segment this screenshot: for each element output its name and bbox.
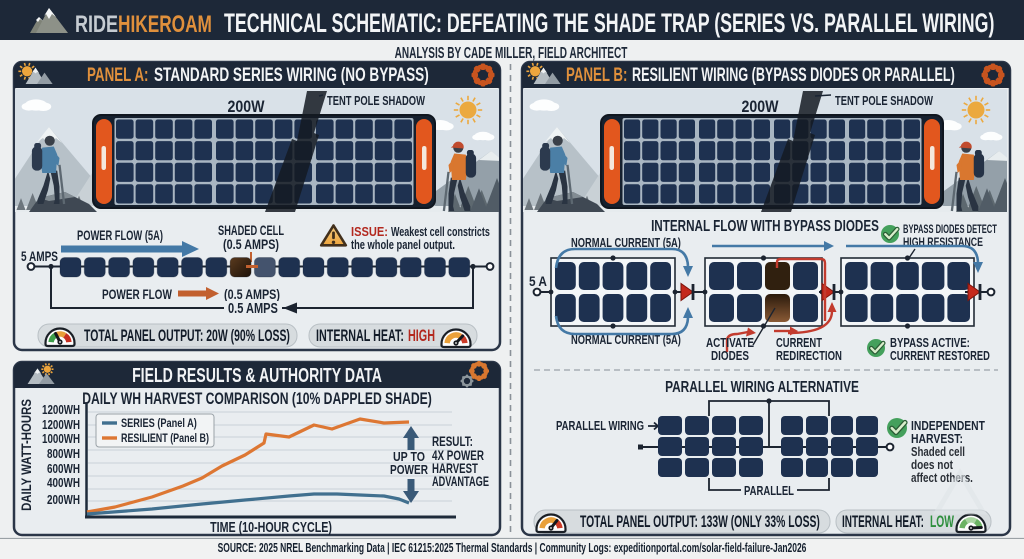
svg-text:RESULT:: RESULT: bbox=[432, 433, 473, 449]
svg-text:POWER FLOW (5A): POWER FLOW (5A) bbox=[77, 228, 163, 243]
svg-text:CURRENT: CURRENT bbox=[776, 337, 822, 351]
svg-text:FIELD RESULTS & AUTHORITY DATA: FIELD RESULTS & AUTHORITY DATA bbox=[132, 364, 382, 387]
svg-text:1000WH: 1000WH bbox=[42, 433, 80, 446]
svg-text:CURRENT RESTORED: CURRENT RESTORED bbox=[890, 350, 990, 364]
svg-text:RESILIENT (Panel B): RESILIENT (Panel B) bbox=[121, 433, 209, 445]
svg-text:HIGH: HIGH bbox=[408, 327, 435, 346]
svg-text:RIDE: RIDE bbox=[75, 12, 118, 38]
svg-text:NORMAL CURRENT (5A): NORMAL CURRENT (5A) bbox=[571, 237, 681, 251]
svg-text:UP TO: UP TO bbox=[393, 449, 425, 464]
svg-text:200W: 200W bbox=[742, 98, 779, 116]
svg-text:DAILY WH HARVEST COMPARISON (1: DAILY WH HARVEST COMPARISON (10% DAPPLED… bbox=[82, 390, 432, 408]
svg-text:PARALLEL WIRING ALTERNATIVE: PARALLEL WIRING ALTERNATIVE bbox=[665, 377, 859, 395]
svg-text:POWER FLOW: POWER FLOW bbox=[102, 286, 173, 302]
svg-text:HIKEROAM: HIKEROAM bbox=[118, 11, 212, 37]
svg-text:LOW: LOW bbox=[930, 511, 955, 530]
svg-text:TOTAL PANEL OUTPUT: 20W (90% L: TOTAL PANEL OUTPUT: 20W (90% LOSS) bbox=[84, 325, 290, 344]
svg-text:INDEPENDENT: INDEPENDENT bbox=[911, 420, 985, 433]
svg-text:PANEL A:: PANEL A: bbox=[87, 65, 148, 86]
svg-text:SHADED CELL: SHADED CELL bbox=[218, 225, 284, 239]
svg-text:Shaded cell: Shaded cell bbox=[911, 446, 965, 459]
svg-text:POWER: POWER bbox=[390, 463, 428, 478]
svg-text:INTERNAL FLOW WITH BYPASS DIOD: INTERNAL FLOW WITH BYPASS DIODES bbox=[651, 216, 879, 234]
svg-text:600WH: 600WH bbox=[47, 463, 80, 476]
svg-text:the whole panel output.: the whole panel output. bbox=[351, 239, 455, 253]
svg-text:DIODES: DIODES bbox=[711, 350, 749, 363]
svg-text:ISSUE:: ISSUE: bbox=[351, 224, 388, 239]
svg-text:1200WH: 1200WH bbox=[42, 419, 80, 432]
svg-text:INTERNAL HEAT:: INTERNAL HEAT: bbox=[316, 327, 404, 346]
svg-text:DAILY WATT-HOURS: DAILY WATT-HOURS bbox=[19, 399, 34, 511]
svg-text:TOTAL PANEL OUTPUT: 133W (ONLY: TOTAL PANEL OUTPUT: 133W (ONLY 33% LOSS) bbox=[580, 511, 820, 530]
svg-text:(0.5 AMPS): (0.5 AMPS) bbox=[223, 237, 279, 252]
svg-text:BYPASS ACTIVE:: BYPASS ACTIVE: bbox=[890, 337, 970, 350]
svg-text:200W: 200W bbox=[228, 98, 265, 116]
svg-text:TENT POLE SHADOW: TENT POLE SHADOW bbox=[327, 95, 425, 109]
svg-text:BYPASS DIODES DETECT: BYPASS DIODES DETECT bbox=[903, 224, 997, 237]
svg-text:5 AMPS: 5 AMPS bbox=[21, 249, 58, 265]
svg-text:0.5 AMPS: 0.5 AMPS bbox=[228, 299, 278, 316]
svg-text:4X POWER: 4X POWER bbox=[432, 447, 484, 463]
svg-text:REDIRECTION: REDIRECTION bbox=[776, 350, 842, 363]
svg-text:PARALLEL: PARALLEL bbox=[744, 485, 794, 499]
svg-text:PARALLEL WIRING: PARALLEL WIRING bbox=[556, 420, 644, 433]
svg-text:ACTIVATE: ACTIVATE bbox=[706, 337, 754, 350]
svg-text:5 A: 5 A bbox=[529, 274, 547, 289]
svg-text:TECHNICAL SCHEMATIC: DEFEATING: TECHNICAL SCHEMATIC: DEFEATING THE SHADE… bbox=[224, 9, 994, 38]
svg-text:ADVANTAGE: ADVANTAGE bbox=[432, 473, 489, 490]
svg-text:TIME (10-HOUR CYCLE): TIME (10-HOUR CYCLE) bbox=[210, 518, 332, 535]
svg-text:800WH: 800WH bbox=[47, 448, 80, 461]
svg-text:PANEL B:: PANEL B: bbox=[566, 65, 627, 86]
svg-text:HARVEST:: HARVEST: bbox=[911, 433, 963, 446]
svg-text:does not: does not bbox=[911, 459, 953, 472]
svg-text:TENT POLE SHADOW: TENT POLE SHADOW bbox=[835, 95, 933, 109]
svg-text:200WH: 200WH bbox=[47, 494, 80, 507]
svg-text:(0.5 AMPS): (0.5 AMPS) bbox=[224, 287, 280, 302]
svg-text:ANALYSIS BY CADE MILLER, FIELD: ANALYSIS BY CADE MILLER, FIELD ARCHITECT bbox=[395, 44, 628, 62]
svg-text:1200WH: 1200WH bbox=[42, 404, 80, 417]
svg-text:INTERNAL HEAT:: INTERNAL HEAT: bbox=[842, 511, 924, 530]
svg-text:HARVEST: HARVEST bbox=[432, 460, 478, 476]
svg-text:STANDARD SERIES WIRING (NO BYP: STANDARD SERIES WIRING (NO BYPASS) bbox=[154, 65, 429, 86]
svg-text:Weakest cell constricts: Weakest cell constricts bbox=[391, 226, 490, 240]
svg-text:SOURCE: 2025 NREL Benchmarking: SOURCE: 2025 NREL Benchmarking Data | IE… bbox=[218, 541, 807, 555]
svg-text:RESILIENT WIRING (BYPASS DIODE: RESILIENT WIRING (BYPASS DIODES OR PARAL… bbox=[632, 65, 955, 86]
svg-text:NORMAL CURRENT (5A): NORMAL CURRENT (5A) bbox=[571, 334, 681, 348]
svg-text:400WH: 400WH bbox=[47, 477, 80, 490]
svg-text:SERIES (Panel A): SERIES (Panel A) bbox=[121, 418, 197, 430]
